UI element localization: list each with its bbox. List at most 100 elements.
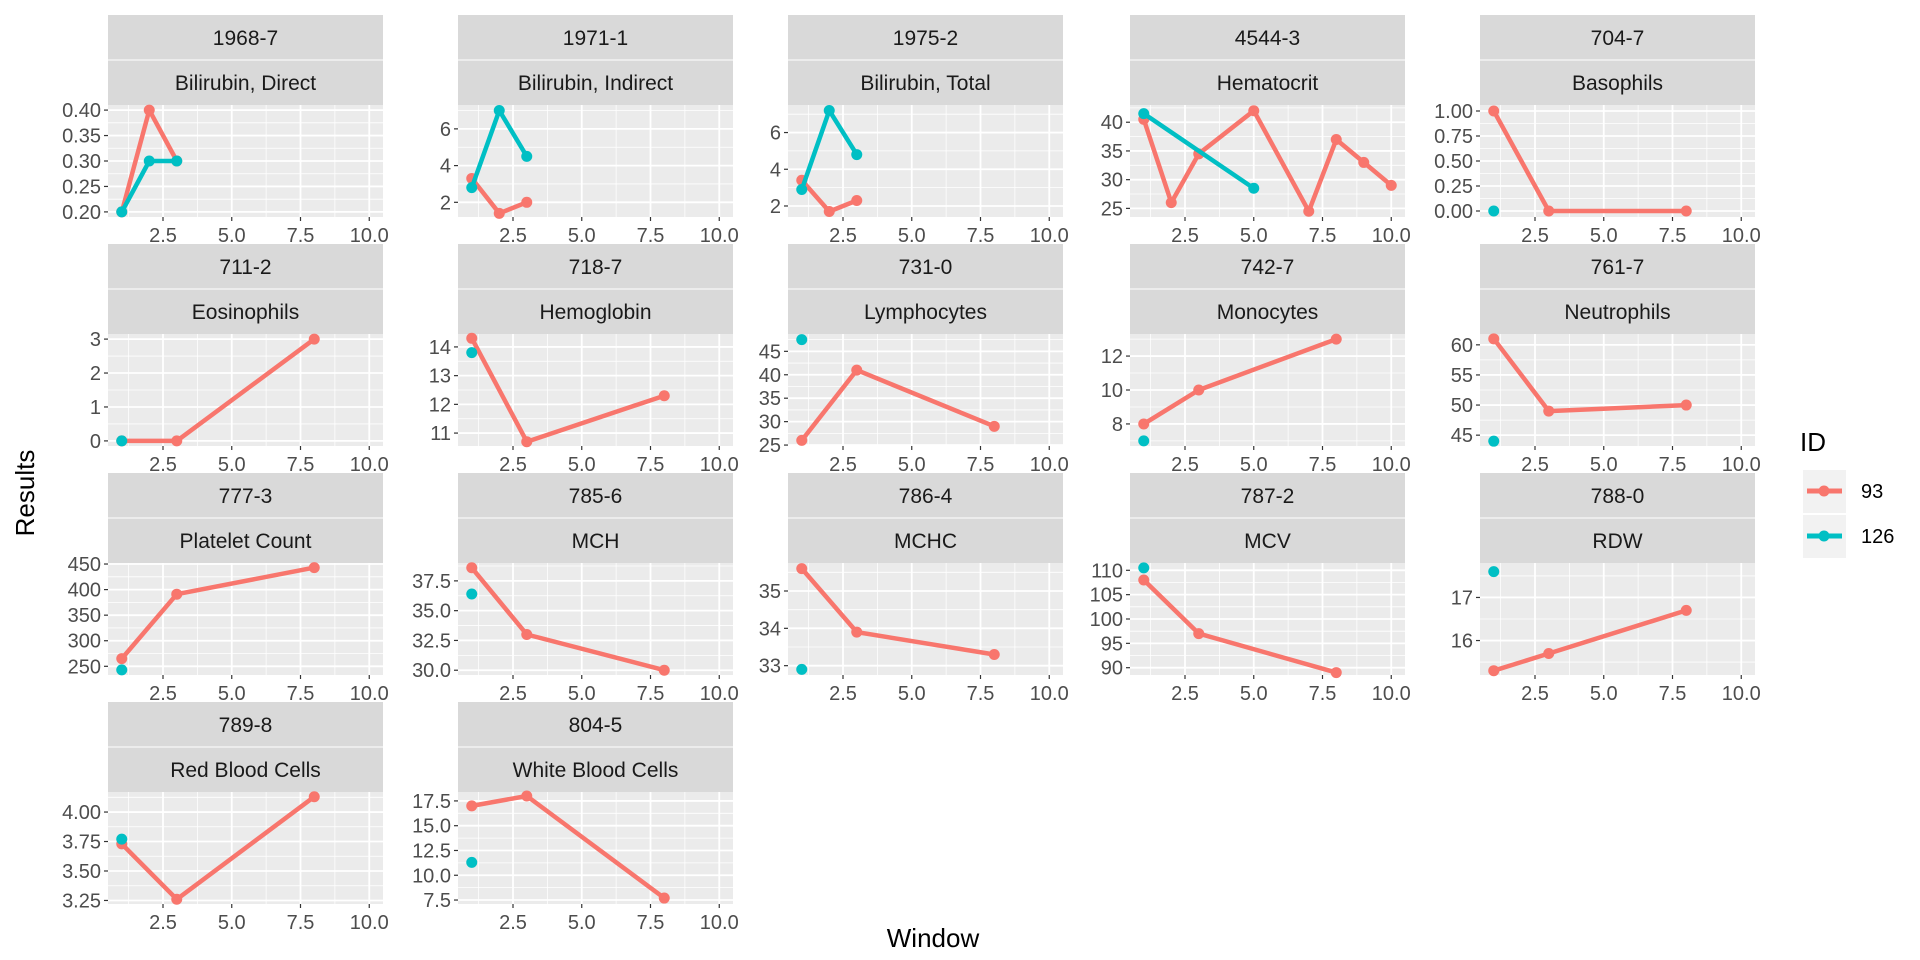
y-tick-label: 35	[759, 388, 781, 410]
y-tick-label: 1.00	[1434, 101, 1473, 123]
strip-name-bg	[788, 60, 1063, 105]
data-point-93	[521, 196, 533, 208]
y-tick-label: 13	[429, 366, 451, 388]
data-point-93	[1543, 205, 1555, 217]
strip-code-bg	[458, 15, 733, 60]
y-tick-label: 110	[1091, 560, 1123, 582]
panel-background	[788, 563, 1063, 675]
x-tick-label: 2.5	[1171, 225, 1199, 247]
y-tick-label: 6	[440, 119, 451, 141]
legend-title: ID	[1800, 427, 1826, 457]
data-point-93	[1138, 574, 1150, 586]
x-tick-label: 2.5	[499, 454, 527, 476]
strip-code-label: 731-0	[899, 256, 953, 279]
data-point-126	[116, 833, 128, 845]
y-tick-label: 90	[1101, 658, 1123, 680]
strip-name-bg	[108, 60, 383, 105]
facet-mchc: 786-4 MCHC 33 34 35 2.5 5.0 7.5 10.0	[759, 473, 1069, 705]
strip-code-label: 804-5	[569, 714, 623, 737]
x-tick-label: 7.5	[1309, 683, 1337, 705]
strip-name-label: MCH	[572, 530, 620, 553]
x-tick-label: 10.0	[1722, 454, 1761, 476]
strip-name-label: Hematocrit	[1217, 72, 1319, 95]
x-tick-label: 5.0	[1240, 454, 1268, 476]
strip-code-label: 789-8	[219, 714, 273, 737]
strip-name-label: Basophils	[1572, 72, 1663, 95]
x-tick-label: 2.5	[829, 225, 857, 247]
strip-name-bg	[108, 518, 383, 563]
data-point-93	[1488, 105, 1500, 117]
y-tick-label: 450	[68, 554, 101, 576]
data-point-126	[851, 149, 863, 161]
series-line-93	[1141, 108, 1394, 214]
strip-name-label: Hemoglobin	[539, 301, 651, 324]
y-tick-label: 2	[770, 196, 781, 218]
facet-neutrophils: 761-7 Neutrophils 45 50 55 60 2.5 5.0 7.5 10.0	[1451, 244, 1761, 476]
x-tick-label: 5.0	[218, 683, 246, 705]
data-point-93	[521, 628, 533, 640]
data-point-126	[116, 435, 128, 447]
y-tick-label: 105	[1090, 585, 1123, 607]
x-tick-label: 5.0	[1590, 225, 1618, 247]
y-tick-label: 4	[440, 156, 451, 178]
data-point-93	[823, 205, 835, 217]
data-point-126	[116, 664, 128, 676]
data-point-126	[466, 856, 478, 868]
y-tick-label: 40	[759, 365, 781, 387]
x-tick-label: 5.0	[568, 225, 596, 247]
data-point-93	[171, 893, 183, 905]
data-point-93	[308, 562, 320, 574]
facet-rdw: 788-0 RDW 16 17 2.5 5.0 7.5 10.0	[1451, 473, 1761, 705]
data-point-93	[1358, 156, 1370, 168]
legend-key-point-93	[1818, 485, 1830, 497]
y-tick-label: 30.0	[412, 660, 451, 682]
x-tick-label: 10.0	[350, 225, 389, 247]
x-tick-label: 2.5	[499, 912, 527, 934]
y-tick-label: 4	[770, 159, 781, 181]
y-tick-label: 14	[429, 337, 451, 359]
data-point-93	[1680, 604, 1692, 616]
y-tick-label: 37.5	[412, 571, 451, 593]
y-tick-label: 3.50	[62, 861, 101, 883]
facet-basophils: 704-7 Basophils 0.00 0.25 0.50 0.75 1.00 2.5 5.0…	[1434, 15, 1761, 247]
strip-code-label: 704-7	[1591, 27, 1645, 50]
strip-name-bg	[788, 518, 1063, 563]
y-tick-label: 0.30	[62, 151, 101, 173]
strip-name-bg	[108, 747, 383, 792]
panel-background	[788, 334, 1063, 446]
facet-bilirubin-direct: 1968-7 Bilirubin, Direct 0.20 0.25 0.30 0.35 0…	[62, 15, 389, 247]
strip-name-label: Eosinophils	[192, 301, 299, 324]
strip-name-label: Neutrophils	[1564, 301, 1670, 324]
y-tick-label: 15.0	[412, 816, 451, 838]
data-point-93	[1165, 197, 1177, 209]
x-tick-label: 5.0	[568, 912, 596, 934]
strip-code-bg	[1480, 473, 1755, 518]
data-point-93	[1330, 133, 1342, 145]
facet-mch: 785-6 MCH 30.0 32.5 35.0 37.5 2.5 5.0 7.5 10.0	[412, 473, 739, 705]
y-axis-title: Results	[10, 450, 40, 537]
y-tick-label: 3.75	[62, 832, 101, 854]
y-tick-label: 34	[759, 618, 781, 640]
legend-label-126: 126	[1861, 526, 1894, 548]
y-tick-label: 33	[759, 656, 781, 678]
x-tick-label: 2.5	[829, 683, 857, 705]
strip-code-label: 777-3	[219, 485, 273, 508]
data-point-126	[823, 105, 835, 117]
strip-code-label: 1975-2	[893, 27, 958, 50]
facet-panels: 1968-7 Bilirubin, Direct 0.20 0.25 0.30 0.35 0…	[62, 15, 1761, 934]
strip-code-bg	[1480, 15, 1755, 60]
x-tick-label: 7.5	[1659, 225, 1687, 247]
data-point-93	[1330, 333, 1342, 345]
strip-name-label: Bilirubin, Indirect	[518, 72, 673, 95]
y-tick-label: 4.00	[62, 802, 101, 824]
data-point-93	[658, 390, 670, 402]
data-point-126	[493, 105, 505, 117]
data-point-93	[1193, 384, 1205, 396]
facet-hemoglobin: 718-7 Hemoglobin 11 12 13 14 2.5 5.0 7.5 10.0	[429, 244, 739, 476]
data-point-93	[308, 791, 320, 803]
x-tick-label: 5.0	[898, 225, 926, 247]
x-tick-label: 10.0	[1372, 225, 1411, 247]
data-point-93	[658, 664, 670, 676]
facet-red-blood-cells: 789-8 Red Blood Cells 3.25 3.50 3.75 4.00 2.5 5…	[62, 702, 389, 934]
data-point-93	[171, 435, 183, 447]
